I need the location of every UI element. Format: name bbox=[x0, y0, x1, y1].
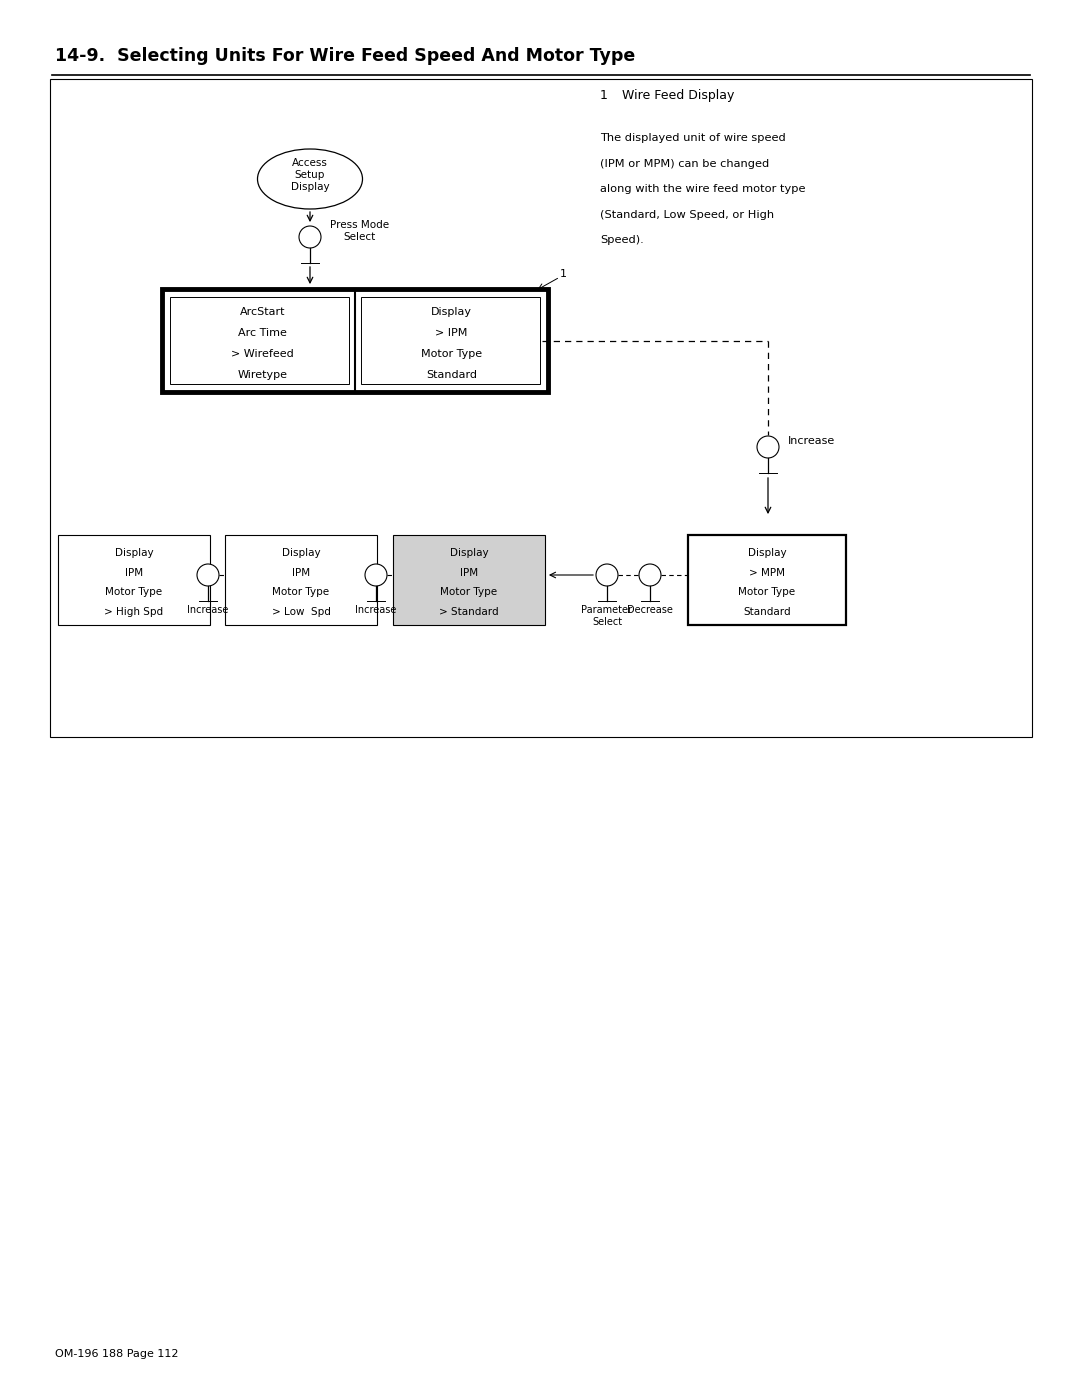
Circle shape bbox=[757, 436, 779, 458]
FancyBboxPatch shape bbox=[58, 535, 210, 624]
Circle shape bbox=[197, 564, 219, 585]
Text: Display: Display bbox=[747, 548, 786, 557]
Text: along with the wire feed motor type: along with the wire feed motor type bbox=[600, 184, 806, 194]
Text: > MPM: > MPM bbox=[750, 567, 785, 577]
FancyBboxPatch shape bbox=[170, 298, 349, 384]
Text: > Low  Spd: > Low Spd bbox=[271, 606, 330, 616]
Text: Increase: Increase bbox=[187, 605, 229, 615]
Text: Motor Type: Motor Type bbox=[739, 587, 796, 597]
Text: > IPM: > IPM bbox=[435, 328, 468, 338]
Text: The displayed unit of wire speed: The displayed unit of wire speed bbox=[600, 133, 786, 142]
Text: 14-9.  Selecting Units For Wire Feed Speed And Motor Type: 14-9. Selecting Units For Wire Feed Spee… bbox=[55, 47, 635, 66]
Text: Press Mode
Select: Press Mode Select bbox=[330, 219, 389, 242]
Text: > High Spd: > High Spd bbox=[105, 606, 163, 616]
Circle shape bbox=[299, 226, 321, 249]
Text: Increase: Increase bbox=[788, 436, 835, 446]
Text: Standard: Standard bbox=[426, 370, 477, 380]
Text: Parameter
Select: Parameter Select bbox=[581, 605, 633, 627]
Circle shape bbox=[365, 564, 387, 585]
Text: Display: Display bbox=[114, 548, 153, 557]
Text: Speed).: Speed). bbox=[600, 235, 644, 244]
Text: Increase: Increase bbox=[355, 605, 396, 615]
Circle shape bbox=[596, 564, 618, 585]
Text: Wire Feed Display: Wire Feed Display bbox=[622, 89, 734, 102]
Text: 1: 1 bbox=[600, 89, 608, 102]
Text: > Standard: > Standard bbox=[440, 606, 499, 616]
Text: > Wirefeed: > Wirefeed bbox=[231, 349, 294, 359]
Text: Motor Type: Motor Type bbox=[272, 587, 329, 597]
Text: Motor Type: Motor Type bbox=[441, 587, 498, 597]
Text: Display: Display bbox=[449, 548, 488, 557]
Text: (Standard, Low Speed, or High: (Standard, Low Speed, or High bbox=[600, 210, 774, 219]
Ellipse shape bbox=[257, 149, 363, 210]
FancyBboxPatch shape bbox=[50, 80, 1032, 738]
Circle shape bbox=[639, 564, 661, 585]
Text: Display: Display bbox=[282, 548, 321, 557]
Text: Motor Type: Motor Type bbox=[106, 587, 163, 597]
Text: Motor Type: Motor Type bbox=[421, 349, 482, 359]
FancyBboxPatch shape bbox=[162, 289, 548, 393]
Text: Access
Setup
Display: Access Setup Display bbox=[291, 158, 329, 193]
Text: IPM: IPM bbox=[125, 567, 143, 577]
Text: IPM: IPM bbox=[460, 567, 478, 577]
FancyBboxPatch shape bbox=[225, 535, 377, 624]
FancyBboxPatch shape bbox=[393, 535, 545, 624]
Text: 1: 1 bbox=[561, 270, 567, 279]
Text: Decrease: Decrease bbox=[627, 605, 673, 615]
Text: IPM: IPM bbox=[292, 567, 310, 577]
FancyBboxPatch shape bbox=[361, 298, 540, 384]
Text: Arc Time: Arc Time bbox=[238, 328, 287, 338]
Text: Standard: Standard bbox=[743, 606, 791, 616]
Text: ArcStart: ArcStart bbox=[240, 307, 285, 317]
FancyBboxPatch shape bbox=[688, 535, 846, 624]
Text: OM-196 188 Page 112: OM-196 188 Page 112 bbox=[55, 1350, 178, 1359]
Text: Display: Display bbox=[431, 307, 472, 317]
Text: (IPM or MPM) can be changed: (IPM or MPM) can be changed bbox=[600, 158, 769, 169]
Text: Wiretype: Wiretype bbox=[238, 370, 287, 380]
